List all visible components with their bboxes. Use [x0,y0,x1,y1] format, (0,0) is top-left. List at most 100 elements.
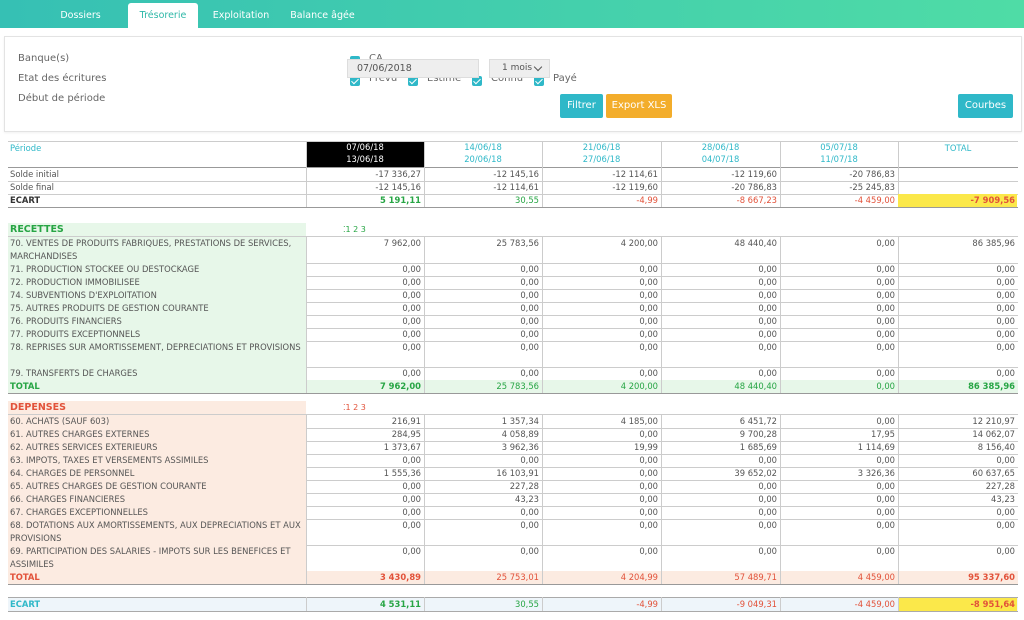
row-divider [8,367,1018,368]
column-divider [306,237,307,380]
period-end: 13/06/18 [346,154,384,164]
column-divider [542,237,543,380]
recettes-title: RECETTES [10,224,64,235]
value-cell: -4 459,00 [854,599,895,609]
depenses-title-bg [8,401,306,414]
curves-button[interactable]: Courbes [958,94,1013,118]
value-cell: 0,00 [639,316,658,326]
row-label-bg [8,276,306,289]
line-item-label: 75. AUTRES PRODUITS DE GESTION COURANTE [10,303,209,313]
value-cell: 284,95 [391,429,421,439]
line-item-label: 79. TRANSFERTS DE CHARGES [10,368,138,378]
start-date-input[interactable]: 07/06/2018 [347,59,479,78]
row-divider [8,194,1018,195]
value-cell: 0,00 [520,342,539,352]
value-cell: 0,00 [758,368,777,378]
value-cell: 60 637,65 [972,468,1015,478]
period-start: 05/07/18 [820,142,858,152]
value-cell: 0,00 [639,468,658,478]
value-cell: -8 951,64 [898,598,1017,611]
value-cell: -7 909,56 [898,194,1017,207]
row-divider [8,393,1018,394]
value-cell: 17,95 [871,429,895,439]
column-divider [424,415,425,571]
value-cell: 0,00 [876,342,895,352]
value-cell: 0,00 [876,546,895,556]
value-cell: 0,00 [996,329,1015,339]
column-divider [424,237,425,380]
period-start: 07/06/18 [346,142,384,152]
row-divider [8,276,1018,277]
value-cell: 0,00 [876,455,895,465]
row-divider [8,181,1018,182]
state-estime-checkbox[interactable] [408,76,418,86]
value-cell: 0,00 [876,368,895,378]
row-divider [8,414,1018,415]
period-end: 20/06/18 [464,154,502,164]
value-cell: 1 685,69 [739,442,777,452]
value-cell: 3 962,36 [501,442,539,452]
value-cell: 0,00 [402,546,421,556]
column-divider [661,380,662,393]
period-start: 21/06/18 [582,142,621,152]
row-divider [8,167,1018,168]
total-column-header: TOTAL [944,143,972,153]
line-item-label: 71. PRODUCTION STOCKEE OU DESTOCKAGE [10,264,200,274]
value-cell: 0,00 [520,520,539,530]
value-cell: 0,00 [996,342,1015,352]
value-cell [898,168,1017,181]
line-item-label: 78. REPRISES SUR AMORTISSEMENT, DEPRECIA… [10,342,301,352]
filter-button[interactable]: Filtrer [560,94,603,118]
value-cell: -12 119,60 [731,169,777,179]
value-cell: 57 489,71 [734,572,777,582]
value-cell: 12 210,97 [972,416,1015,426]
line-item-label: 72. PRODUCTION IMMOBILISEE [10,277,140,287]
column-divider [424,597,425,611]
tab-exploitation[interactable]: Exploitation [212,10,270,21]
states-label: Etat des écritures [18,73,107,84]
value-cell: 25 753,01 [496,572,539,582]
row-divider [8,315,1018,316]
value-cell: 0,00 [996,290,1015,300]
value-cell: 86 385,96 [968,381,1015,391]
line-item-label: 64. CHARGES DE PERSONNEL [10,468,135,478]
value-cell: 1 555,36 [383,468,421,478]
value-cell: -4,99 [636,599,658,609]
value-cell: 25 783,56 [496,238,539,248]
row-label-bg [8,480,306,493]
value-cell: 0,00 [876,238,895,248]
value-cell: 0,00 [758,455,777,465]
state-connu-checkbox[interactable] [472,76,482,86]
value-cell: 0,00 [402,455,421,465]
solde-initial-label: Solde initial [10,169,59,179]
tab-tresorerie[interactable]: Trésorerie [128,3,198,28]
value-cell: 0,00 [520,316,539,326]
column-divider [424,571,425,584]
duration-select[interactable]: 1 mois [489,59,550,78]
value-cell: 0,00 [996,303,1015,313]
value-cell: 19,99 [634,442,658,452]
row-divider [8,493,1018,494]
row-label-bg [8,493,306,506]
column-divider [306,141,307,207]
state-prevu-checkbox[interactable] [350,76,360,86]
value-cell [898,181,1017,194]
value-cell: 0,00 [520,277,539,287]
tab-dossiers[interactable]: Dossiers [60,10,101,21]
column-divider [306,380,307,393]
value-cell: 0,00 [876,416,895,426]
recettes-title-bg [8,223,306,236]
line-item-label: 76. PRODUITS FINANCIERS [10,316,122,326]
state-paye-checkbox[interactable] [534,76,544,86]
value-cell: 0,00 [639,277,658,287]
row-label-bg [8,467,306,480]
row-divider [8,611,1018,612]
depenses-level-icons: ⁚1 2 3 [343,403,366,412]
value-cell: 4 200,00 [620,381,658,391]
export-xls-button[interactable]: Export XLS [606,94,672,118]
tab-balance-agee[interactable]: Balance âgée [290,10,355,21]
value-cell: 0,00 [520,264,539,274]
column-divider [661,571,662,584]
column-divider [542,380,543,393]
value-cell: 4 200,00 [620,238,658,248]
